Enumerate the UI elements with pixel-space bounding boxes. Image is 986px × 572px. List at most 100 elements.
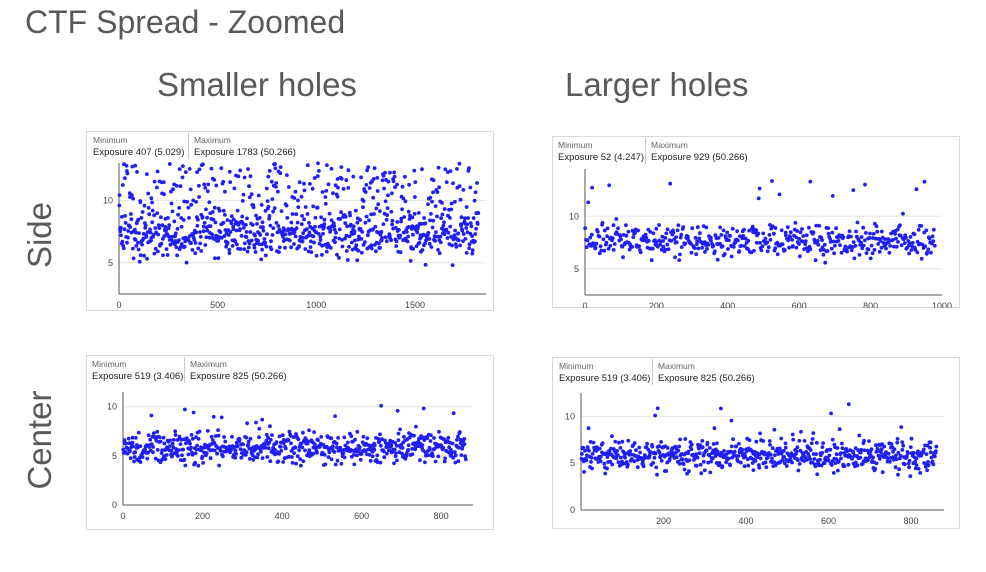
data-point: [126, 229, 131, 233]
data-point: [327, 211, 332, 216]
data-point: [623, 455, 627, 460]
data-point: [280, 433, 285, 438]
data-point: [122, 438, 127, 443]
data-point: [711, 442, 716, 446]
data-point: [902, 241, 907, 245]
data-point: [197, 167, 202, 172]
data-point: [263, 208, 268, 213]
data-point: [615, 449, 619, 453]
data-point: [397, 227, 401, 232]
data-point: [289, 441, 293, 446]
data-point: [279, 448, 284, 453]
data-point: [261, 228, 266, 233]
data-point: [873, 236, 878, 241]
data-point: [124, 441, 128, 446]
data-point: [263, 446, 268, 450]
data-point: [167, 444, 172, 448]
data-point: [344, 249, 349, 253]
data-point: [466, 216, 470, 220]
data-point: [604, 240, 609, 245]
data-point: [163, 225, 168, 229]
data-point: [605, 234, 609, 239]
data-point: [433, 204, 438, 208]
data-point: [426, 202, 430, 207]
data-point: [273, 162, 277, 166]
data-point: [678, 437, 682, 442]
data-point: [302, 188, 307, 193]
data-point: [694, 464, 699, 468]
data-point: [196, 463, 201, 468]
data-point: [427, 237, 432, 241]
data-point: [217, 208, 222, 213]
data-point: [770, 224, 775, 229]
data-point: [764, 465, 769, 470]
data-point: [933, 454, 937, 459]
data-point: [609, 446, 613, 451]
data-point: [166, 234, 171, 239]
data-point: [189, 433, 194, 437]
data-point: [423, 262, 428, 267]
data-point: [234, 220, 239, 224]
data-point: [376, 202, 381, 207]
data-point: [910, 241, 915, 245]
data-point: [212, 205, 217, 210]
data-point: [421, 232, 426, 237]
data-point: [707, 453, 712, 458]
data-point: [132, 455, 137, 459]
data-point: [757, 465, 762, 470]
data-point: [365, 436, 370, 441]
data-point: [179, 224, 184, 229]
data-point: [269, 179, 274, 184]
data-point: [324, 189, 329, 193]
data-point: [750, 224, 755, 229]
data-point: [818, 457, 822, 462]
data-point: [383, 170, 387, 175]
data-point: [259, 449, 263, 454]
data-point: [294, 461, 298, 466]
data-point: [851, 188, 856, 192]
data-point: [896, 472, 900, 477]
data-point: [200, 215, 205, 219]
data-point: [170, 441, 175, 446]
data-point: [449, 201, 454, 206]
data-point: [174, 183, 179, 188]
data-point: [834, 226, 838, 231]
data-point: [422, 438, 427, 442]
data-point: [802, 439, 807, 443]
data-point: [288, 433, 293, 438]
data-point: [701, 459, 706, 464]
data-point: [175, 253, 179, 258]
data-point: [156, 249, 160, 254]
data-point: [376, 436, 381, 441]
data-point: [867, 236, 872, 240]
data-point: [919, 256, 924, 261]
data-point: [934, 444, 939, 449]
data-point: [581, 445, 586, 450]
data-point: [790, 244, 795, 248]
data-point: [457, 161, 462, 166]
data-point: [913, 247, 918, 252]
data-point: [274, 440, 279, 445]
data-point: [252, 246, 257, 250]
data-point: [700, 439, 705, 443]
data-point: [465, 222, 469, 227]
data-point: [710, 456, 715, 461]
data-point: [871, 455, 875, 460]
data-point: [364, 214, 369, 219]
data-point: [924, 228, 929, 233]
data-point: [657, 223, 661, 227]
data-point: [897, 467, 901, 472]
data-point: [834, 452, 839, 457]
data-point: [363, 190, 368, 194]
data-point: [862, 438, 866, 443]
data-point: [264, 438, 269, 443]
data-point: [383, 199, 388, 204]
stat-maximum-label: Maximum: [651, 140, 688, 150]
data-point: [150, 220, 155, 225]
data-point: [335, 177, 340, 181]
data-point: [459, 224, 463, 228]
data-point: [586, 426, 591, 431]
data-point: [698, 462, 703, 467]
data-point: [712, 451, 717, 455]
data-point: [388, 170, 392, 175]
